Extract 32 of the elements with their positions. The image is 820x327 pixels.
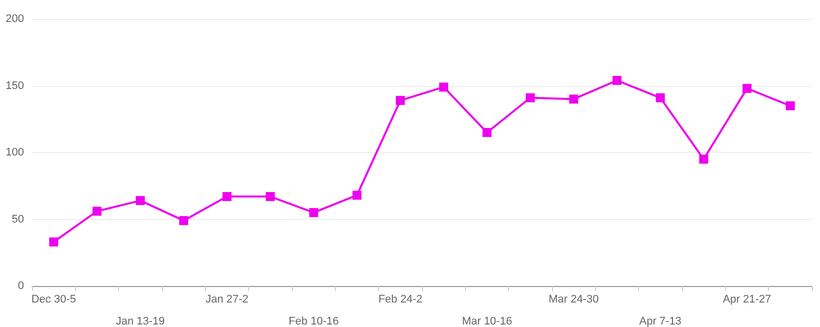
point [439,82,448,92]
x-tick-label: Jan 27-2 [206,294,248,306]
point [396,96,405,105]
point [136,196,145,206]
x-tick-label: Feb 10-16 [288,316,339,327]
y-tick-label: 150 [6,80,24,92]
point [482,128,492,137]
point [569,94,578,104]
x-tick-label: Apr 7-13 [639,316,682,327]
x-tick-label: Apr 21-27 [722,294,772,306]
point [786,101,795,110]
point [266,192,275,202]
x-tick-label: Feb 24-2 [378,294,422,306]
x-tick-label: Mar 10-16 [462,316,512,327]
x-tick-label: Jan 13-19 [116,316,165,327]
point [612,76,622,85]
y-tick-label: 100 [6,146,24,158]
y-tick-label: 0 [18,280,24,292]
point [222,192,232,202]
point [92,206,102,216]
y-tick-label: 50 [12,213,24,226]
point [656,93,665,102]
x-tick-label: Dec 30-5 [31,294,76,306]
y-tick-label: 200 [6,13,24,25]
point [352,190,362,200]
point [742,84,752,93]
point [49,237,58,246]
point [179,216,188,226]
point [526,93,535,102]
point [699,154,708,164]
point [309,208,318,218]
x-tick-label: Mar 24-30 [548,294,599,306]
